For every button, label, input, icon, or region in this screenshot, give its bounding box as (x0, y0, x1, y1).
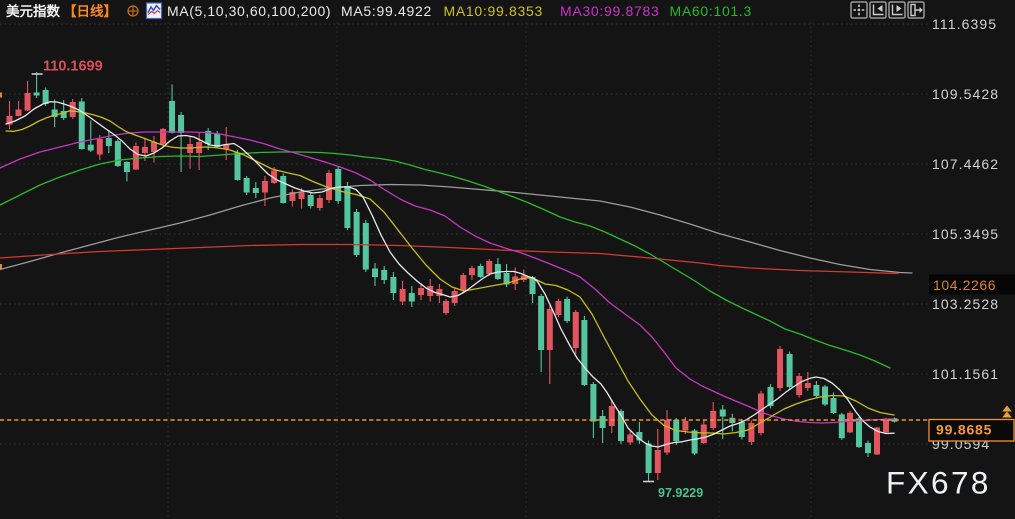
svg-text:MA(5,10,30,60,100,200): MA(5,10,30,60,100,200) (167, 3, 331, 19)
svg-text:MA10:99.8353: MA10:99.8353 (444, 3, 543, 19)
svg-text:110.1699: 110.1699 (43, 59, 103, 75)
svg-text:【日线】: 【日线】 (63, 3, 117, 19)
svg-text:97.9229: 97.9229 (658, 486, 703, 500)
svg-text:MA30:99.8783: MA30:99.8783 (560, 3, 659, 19)
svg-text:MA60:101.3: MA60:101.3 (670, 3, 753, 19)
svg-text:109.5428: 109.5428 (932, 86, 999, 102)
svg-text:MA5:99.4922: MA5:99.4922 (341, 3, 432, 19)
svg-text:美元指数: 美元指数 (6, 3, 60, 19)
svg-text:104.2266: 104.2266 (933, 277, 996, 293)
svg-text:103.2528: 103.2528 (932, 296, 999, 312)
svg-text:105.3495: 105.3495 (932, 226, 999, 242)
svg-text:111.6395: 111.6395 (932, 16, 997, 32)
svg-text:99.8685: 99.8685 (936, 422, 992, 438)
svg-text:FX678: FX678 (886, 465, 991, 501)
svg-text:101.1561: 101.1561 (932, 366, 999, 382)
svg-text:107.4462: 107.4462 (932, 156, 999, 172)
